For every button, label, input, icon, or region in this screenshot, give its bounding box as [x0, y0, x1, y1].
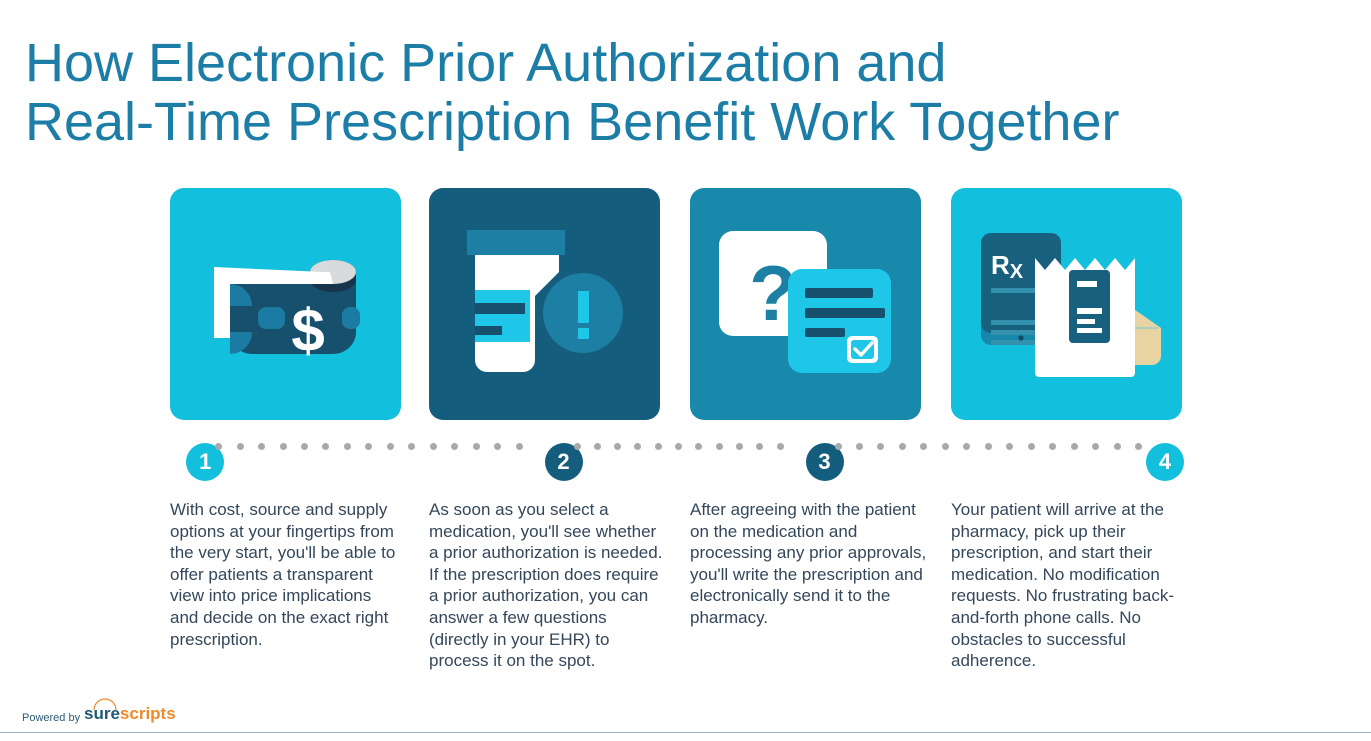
- svg-text:surescripts: surescripts: [84, 704, 176, 723]
- svg-text:$: $: [291, 297, 324, 364]
